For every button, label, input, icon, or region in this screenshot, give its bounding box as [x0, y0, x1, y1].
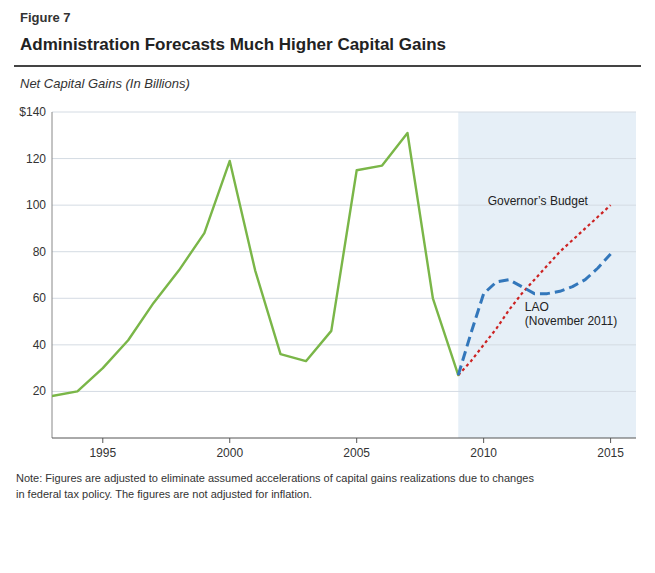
series-line	[52, 133, 458, 396]
grid-line	[52, 344, 636, 345]
grid-line	[52, 112, 636, 113]
x-tick	[356, 438, 357, 443]
y-tick-label: 100	[26, 198, 46, 212]
chart: Figure 7 Administration Forecasts Much Hi…	[0, 0, 655, 573]
y-tick-label: $140	[19, 105, 46, 119]
y-tick-label: 20	[33, 384, 47, 398]
x-tick	[610, 438, 611, 443]
grid-line	[52, 391, 636, 392]
note: Note: Figures are adjusted to eliminate …	[16, 472, 534, 500]
x-tick-label: 2000	[216, 446, 243, 460]
x-tick-label: 1995	[89, 446, 116, 460]
grid-line	[52, 298, 636, 299]
x-axis-line	[52, 438, 636, 439]
y-tick-label: 60	[33, 291, 47, 305]
series-label: Governor’s Budget	[488, 194, 589, 208]
title: Administration Forecasts Much Higher Cap…	[20, 35, 446, 54]
forecast-region	[458, 112, 636, 438]
subtitle: Net Capital Gains (In Billions)	[20, 76, 190, 91]
grid-line	[52, 158, 636, 159]
y-tick-label: 120	[26, 152, 46, 166]
x-tick-label: 2010	[470, 446, 497, 460]
x-tick-label: 2005	[343, 446, 370, 460]
x-tick-label: 2015	[597, 446, 624, 460]
plot-lines	[52, 133, 611, 396]
x-tick	[483, 438, 484, 443]
figure-label: Figure 7	[20, 10, 71, 25]
x-tick	[229, 438, 230, 443]
y-axis-line	[52, 112, 53, 438]
series-line	[458, 205, 610, 375]
y-tick-label: 80	[33, 245, 47, 259]
y-tick-label: 40	[33, 338, 47, 352]
title-rule	[14, 65, 641, 67]
x-tick	[102, 438, 103, 443]
series-label: LAO(November 2011)	[525, 300, 617, 328]
